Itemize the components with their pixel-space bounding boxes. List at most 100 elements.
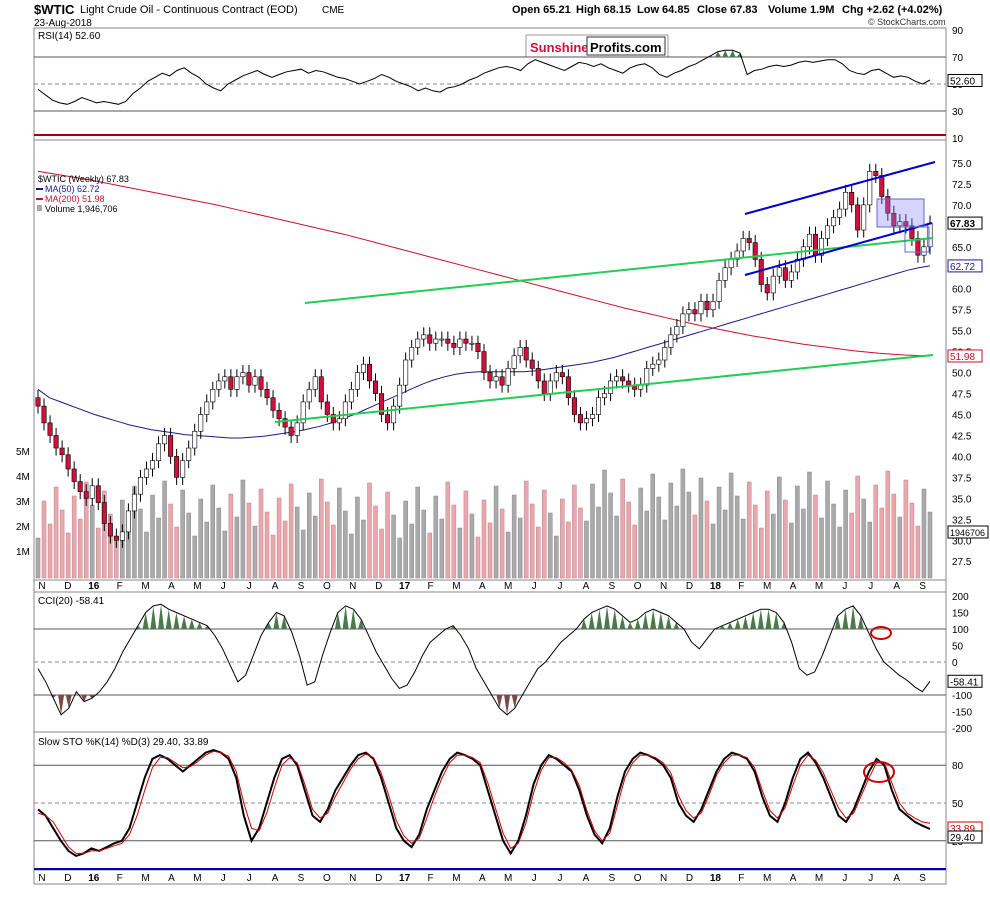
price-label-box bbox=[947, 349, 983, 363]
volume-bar bbox=[680, 468, 686, 579]
candle-body bbox=[915, 238, 921, 256]
candle-body bbox=[770, 275, 776, 294]
candle-body bbox=[481, 351, 487, 373]
x-tick-label: 18 bbox=[710, 581, 722, 592]
volume-bar bbox=[813, 494, 818, 579]
x-tick-label: O bbox=[634, 581, 642, 592]
candle-body bbox=[559, 372, 565, 378]
x-tick-label: J bbox=[842, 873, 847, 884]
candle-body bbox=[403, 359, 409, 386]
x-tick-label: 16 bbox=[88, 873, 100, 884]
candle-body bbox=[360, 363, 366, 373]
ohlc-volume: Volume 1.9M bbox=[768, 4, 834, 16]
volume-bar bbox=[674, 505, 680, 579]
candle-body bbox=[867, 171, 873, 206]
candle-body bbox=[553, 372, 559, 382]
volume-bar bbox=[758, 527, 764, 579]
rsi-tick-label: 10 bbox=[952, 134, 964, 145]
volume-bar bbox=[198, 498, 203, 579]
volume-bar bbox=[927, 511, 933, 579]
price-panel: 75.072.570.067.565.062.560.057.555.052.5… bbox=[16, 159, 989, 579]
candle-body bbox=[150, 460, 156, 470]
candle-body bbox=[366, 363, 372, 382]
volume-bar bbox=[523, 480, 529, 579]
candle-body bbox=[463, 338, 469, 344]
legend-ma200: MA(200) 51.98 bbox=[45, 194, 105, 204]
volume-bar bbox=[379, 528, 384, 579]
chart-date: 23-Aug-2018 bbox=[34, 18, 92, 29]
x-tick-label: D bbox=[686, 581, 693, 592]
x-tick-label: S bbox=[919, 581, 926, 592]
volume-bar bbox=[288, 483, 294, 579]
sto-d-label: 33.89 bbox=[950, 824, 975, 835]
rsi-tick-label: 70 bbox=[952, 53, 964, 64]
legend-ma50: MA(50) 62.72 bbox=[45, 184, 100, 194]
candle-body bbox=[41, 405, 47, 424]
volume-bar bbox=[795, 485, 800, 579]
candle-body bbox=[602, 393, 608, 399]
price-tick-label: 32.5 bbox=[952, 515, 972, 526]
candle-body bbox=[680, 313, 686, 327]
x-tick-label: 17 bbox=[399, 873, 411, 884]
instrument-name: Light Crude Oil - Continuous Contract (E… bbox=[80, 4, 298, 16]
cci-signal-circle bbox=[870, 626, 892, 640]
volume-bar bbox=[83, 481, 89, 579]
volume-bar bbox=[789, 522, 794, 579]
sunshine-profits-logo: Sunshine Profits.com bbox=[525, 34, 669, 58]
volume-bar bbox=[843, 489, 848, 579]
x-tick-label: N bbox=[349, 581, 356, 592]
volume-bar bbox=[270, 534, 276, 579]
candle-body bbox=[819, 238, 825, 256]
volume-bar bbox=[294, 506, 300, 579]
candle-body bbox=[131, 493, 137, 512]
candle-body bbox=[451, 342, 457, 348]
candle-body bbox=[505, 368, 511, 386]
volume-label: 1946706 bbox=[950, 528, 985, 538]
candle-body bbox=[825, 225, 831, 239]
candle-body bbox=[354, 372, 360, 390]
rsi-value-box bbox=[947, 73, 983, 87]
candle-body bbox=[698, 301, 704, 315]
candle-body bbox=[758, 259, 764, 285]
volume-bar bbox=[662, 519, 668, 579]
volume-tick-label: 1M bbox=[16, 547, 30, 558]
candle-body bbox=[252, 376, 258, 386]
volume-bar bbox=[710, 523, 716, 579]
candle-body bbox=[439, 338, 445, 341]
candle-body bbox=[397, 384, 403, 407]
candle-body bbox=[650, 363, 656, 369]
candle-body bbox=[234, 376, 240, 390]
price-legend: $WTIC (Weekly) 67.83 MA(50) 62.72 MA(200… bbox=[36, 174, 129, 214]
candle-body bbox=[186, 447, 192, 461]
sto-tick-label: 80 bbox=[952, 761, 964, 772]
x-tick-label: A bbox=[790, 873, 797, 884]
x-tick-label: M bbox=[504, 873, 512, 884]
candle-body bbox=[294, 422, 300, 436]
volume-bar bbox=[53, 486, 59, 579]
candle-body bbox=[674, 326, 680, 336]
sto-signal-circle bbox=[863, 761, 895, 783]
candle-body bbox=[710, 301, 716, 310]
candle-body bbox=[216, 380, 222, 390]
volume-bar bbox=[475, 536, 481, 579]
cci-tick-label: 0 bbox=[952, 658, 958, 669]
candle-body bbox=[433, 338, 439, 344]
candle-body bbox=[59, 447, 65, 456]
volume-bar bbox=[915, 525, 921, 579]
cci-tick-label: 100 bbox=[952, 625, 969, 636]
candle-body bbox=[517, 347, 523, 357]
candle-body bbox=[168, 435, 174, 457]
price-label-box bbox=[947, 216, 983, 230]
sto-tick-label: 50 bbox=[952, 799, 964, 810]
cci-title: CCI(20) -58.41 bbox=[38, 596, 105, 607]
candle-body bbox=[288, 426, 294, 436]
candle-body bbox=[276, 410, 282, 419]
candle-body bbox=[35, 397, 41, 407]
volume-bar bbox=[343, 510, 348, 579]
volume-bar bbox=[777, 476, 782, 579]
volume-bar bbox=[584, 520, 589, 579]
volume-bar bbox=[771, 513, 776, 579]
logo-part1: Sunshine bbox=[530, 40, 589, 55]
volume-bar bbox=[638, 487, 643, 579]
x-tick-label: A bbox=[168, 873, 175, 884]
